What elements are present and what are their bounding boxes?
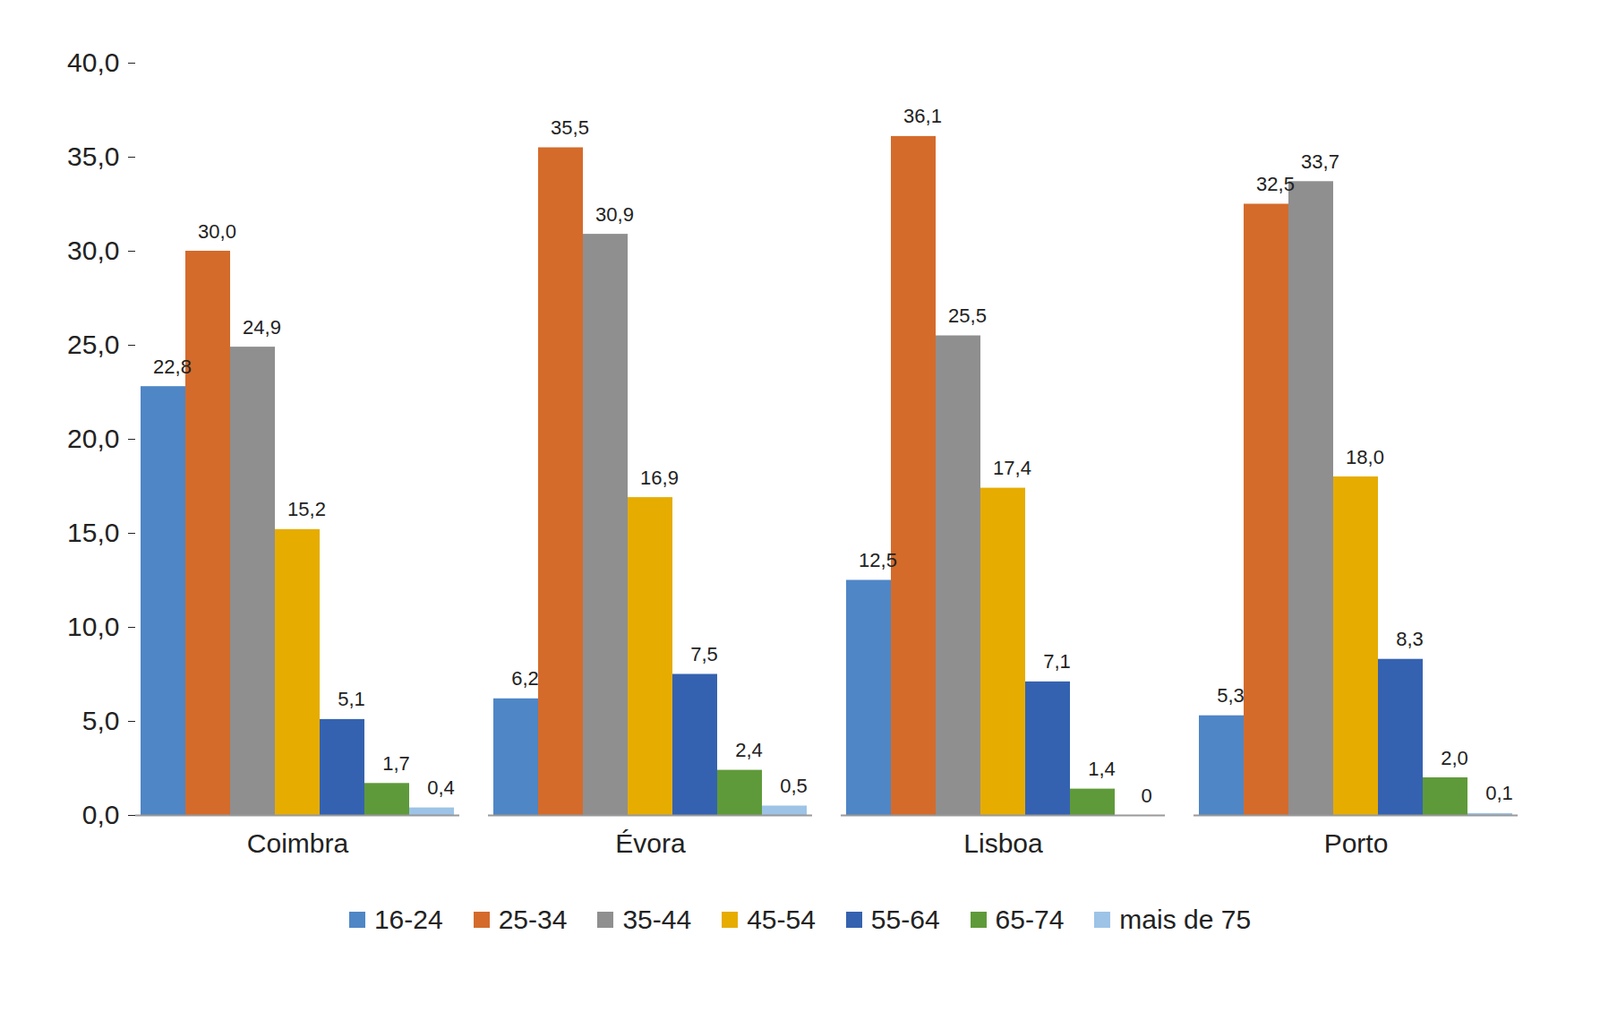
html-text:25-34: 25-34 (498, 904, 568, 934)
svg-text:15,0: 15,0 (67, 517, 120, 548)
svg-text:10,0: 10,0 (67, 611, 120, 642)
svg-text:0,4: 0,4 (427, 776, 455, 799)
svg-text:7,1: 7,1 (1043, 650, 1071, 673)
svg-text:30,0: 30,0 (197, 220, 237, 243)
svg-text:33,7: 33,7 (1300, 150, 1340, 173)
svg-text:22,8: 22,8 (153, 355, 192, 378)
svg-text:24,9: 24,9 (242, 316, 282, 339)
svg-text:5,0: 5,0 (82, 705, 120, 736)
svg-text:30,0: 30,0 (67, 235, 120, 266)
svg-text:35,5: 35,5 (550, 116, 590, 139)
svg-text:5,1: 5,1 (337, 687, 366, 711)
svg-text:7,5: 7,5 (690, 642, 719, 666)
html-text:45-54: 45-54 (746, 904, 816, 934)
svg-text:16,9: 16,9 (640, 466, 679, 489)
html-text:16-24: 16-24 (374, 904, 443, 934)
svg-text:15,2: 15,2 (287, 497, 326, 521)
svg-text:2,4: 2,4 (735, 738, 763, 762)
svg-text:5,3: 5,3 (1216, 684, 1245, 707)
svg-text:1,4: 1,4 (1087, 757, 1116, 780)
svg-text:2,0: 2,0 (1440, 746, 1469, 770)
svg-text:1,7: 1,7 (382, 752, 411, 775)
html-text:35-44: 35-44 (622, 904, 692, 934)
html-text:65-74: 65-74 (995, 904, 1064, 934)
svg-text:0: 0 (1140, 784, 1152, 807)
svg-text:20,0: 20,0 (67, 423, 120, 454)
svg-text:18,0: 18,0 (1345, 445, 1385, 469)
svg-text:Coimbra: Coimbra (247, 828, 350, 858)
svg-text:32,5: 32,5 (1256, 172, 1295, 196)
html-text:55-64: 55-64 (871, 904, 940, 934)
svg-text:12,5: 12,5 (858, 548, 898, 572)
svg-text:0,5: 0,5 (779, 774, 808, 797)
svg-text:25,5: 25,5 (948, 304, 987, 327)
svg-text:Porto: Porto (1324, 828, 1389, 858)
svg-text:25,0: 25,0 (67, 329, 120, 360)
svg-text:Lisboa: Lisboa (963, 828, 1044, 858)
svg-text:36,1: 36,1 (903, 104, 942, 128)
svg-text:0,1: 0,1 (1485, 781, 1514, 805)
svg-text:0,0: 0,0 (82, 799, 120, 830)
svg-text:8,3: 8,3 (1395, 627, 1424, 651)
svg-text:30,9: 30,9 (595, 203, 634, 226)
svg-text:35,0: 35,0 (67, 141, 120, 172)
svg-text:Évora: Évora (615, 828, 686, 858)
svg-text:17,4: 17,4 (992, 456, 1032, 480)
svg-text:40,0: 40,0 (67, 47, 120, 78)
svg-text:6,2: 6,2 (511, 667, 540, 690)
html-text:mais de 75: mais de 75 (1119, 904, 1251, 934)
